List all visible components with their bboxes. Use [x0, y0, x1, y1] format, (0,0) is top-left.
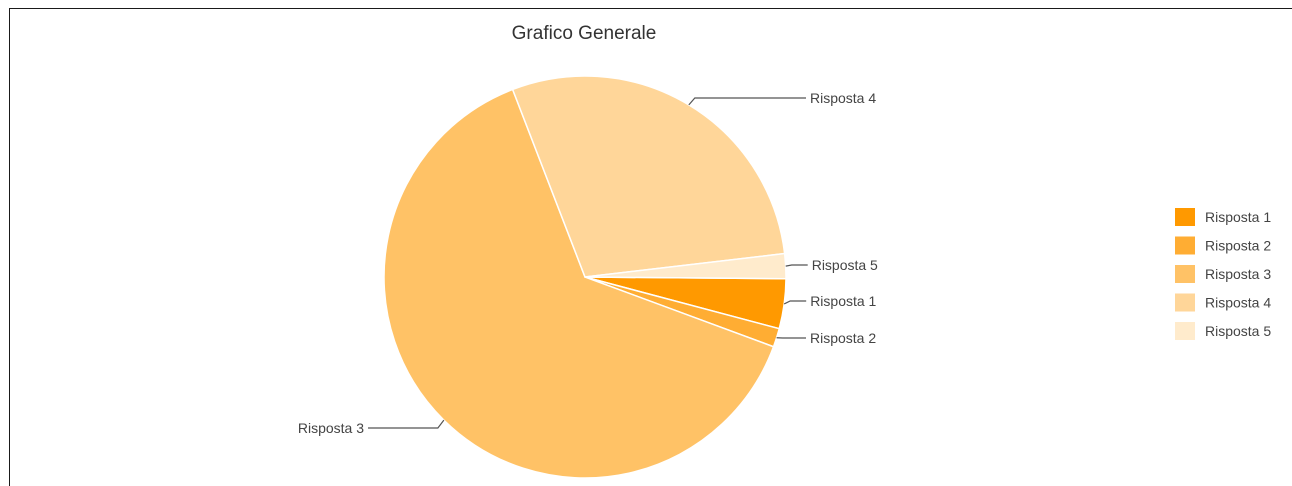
slice-label-risposta-1: Risposta 1 — [810, 293, 876, 309]
slice-label-risposta-4: Risposta 4 — [810, 90, 876, 106]
legend-swatch-risposta-2 — [1175, 236, 1195, 255]
slice-label-risposta-3: Risposta 3 — [298, 420, 364, 436]
chart-title: Grafico Generale — [512, 23, 657, 44]
slice-label-risposta-2: Risposta 2 — [810, 330, 876, 346]
legend-swatch-risposta-5 — [1175, 322, 1195, 340]
slice-label-risposta-5: Risposta 5 — [812, 257, 878, 273]
legend-swatch-risposta-4 — [1175, 293, 1195, 312]
legend: Risposta 1 Risposta 2 Risposta 3 Risposta 4… — [1175, 208, 1271, 340]
pie-slices — [383, 75, 787, 479]
legend-label-risposta-2: Risposta 2 — [1205, 238, 1271, 254]
legend-label-risposta-5: Risposta 5 — [1205, 323, 1271, 339]
pie-slice-risposta-3 — [383, 88, 775, 479]
pie-slice-risposta-5 — [584, 252, 787, 280]
callout-line-risposta-3 — [368, 419, 445, 429]
pie-slice-risposta-4 — [511, 75, 786, 278]
callout-line-risposta-5 — [785, 264, 808, 267]
legend-label-risposta-1: Risposta 1 — [1205, 209, 1271, 225]
legend-label-risposta-3: Risposta 3 — [1205, 266, 1271, 282]
callout-line-risposta-1 — [783, 300, 807, 305]
legend-swatch-risposta-3 — [1175, 265, 1195, 283]
callout-line-risposta-4 — [688, 97, 806, 106]
legend-label-risposta-4: Risposta 4 — [1205, 295, 1271, 311]
slice-callouts: Risposta 1 Risposta 2 Risposta 3 Risposta 4… — [298, 90, 878, 436]
legend-swatch-risposta-1 — [1175, 208, 1195, 226]
